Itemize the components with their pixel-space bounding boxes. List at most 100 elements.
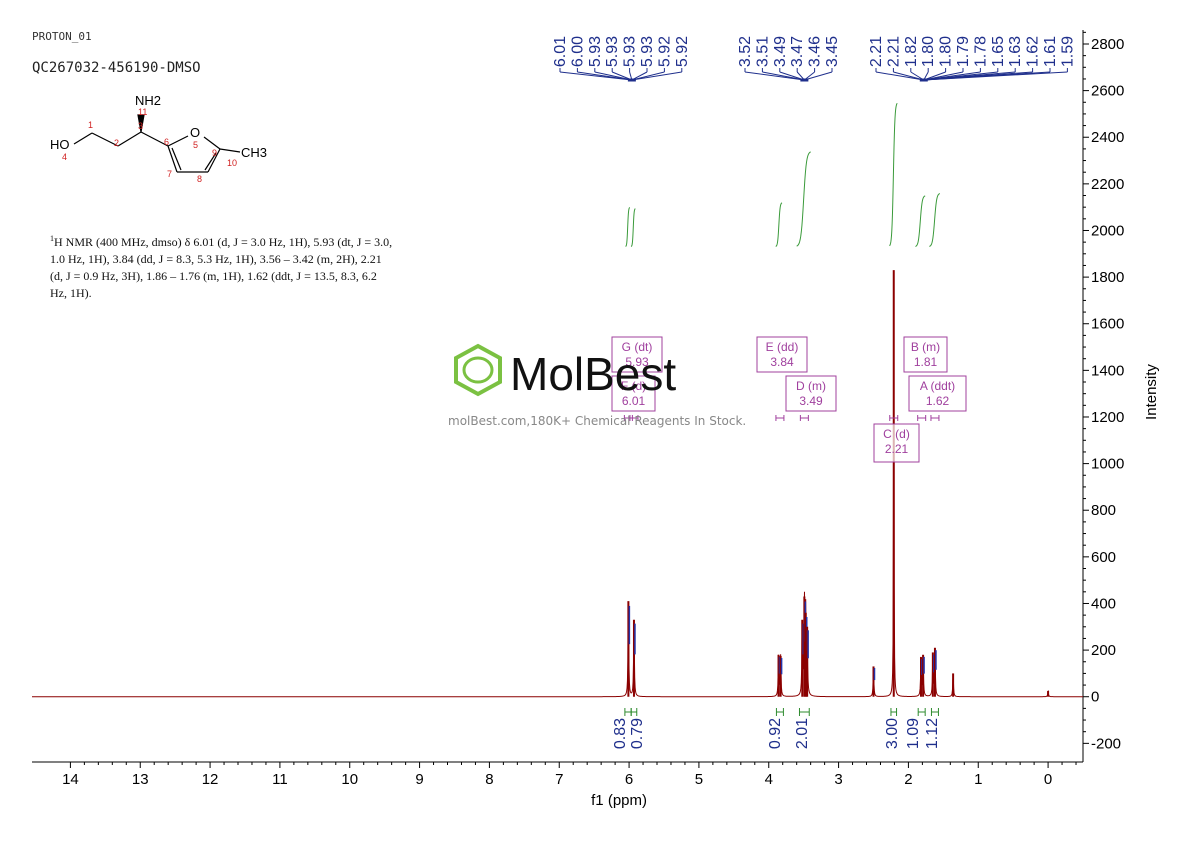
- y-tick-label: 2600: [1091, 83, 1124, 100]
- y-tick-label: 2400: [1091, 129, 1124, 146]
- peak-label: 5.93: [604, 36, 621, 67]
- peak-label-connector: [631, 71, 682, 81]
- multiplet-box: [908, 375, 967, 412]
- atom-number-6: 6: [164, 137, 169, 147]
- peak-label: 2.21: [885, 36, 902, 67]
- peak-label: 2.21: [868, 36, 885, 67]
- integral-value: 3.00: [884, 718, 901, 749]
- x-tick-label: 6: [625, 771, 633, 788]
- atom-number-4: 4: [62, 152, 67, 162]
- atom-number-9: 9: [212, 148, 217, 158]
- peak-label: 3.45: [824, 36, 841, 67]
- integral-curve: [889, 102, 898, 247]
- atom-number-3: 3: [138, 121, 143, 131]
- multiplet-shift: 1.62: [926, 394, 950, 408]
- sample-id: QC267032-456190-DMSO: [32, 60, 201, 76]
- x-tick-label: 3: [834, 771, 842, 788]
- peak-label: 1.78: [972, 36, 989, 67]
- peak-label: 5.92: [674, 36, 691, 67]
- multiplet-label: G (dt): [622, 340, 653, 354]
- multiplet-label: A (ddt): [920, 379, 955, 393]
- molecule-atom-labels: NH2 11 HO 4 1 2 3 O 5 6 7 8 9 CH3 10: [50, 93, 267, 184]
- peak-label: 3.52: [737, 36, 754, 67]
- multiplet-label: B (m): [911, 340, 940, 354]
- experiment-id: PROTON_01: [32, 30, 92, 43]
- x-tick-label: 11: [272, 771, 288, 788]
- y-tick-label: 1200: [1091, 409, 1124, 426]
- peak-label-connector: [804, 71, 833, 81]
- x-tick-label: 12: [202, 771, 219, 788]
- integral-curve: [915, 195, 926, 247]
- peak-label-connector: [779, 71, 805, 81]
- peak-label: 6.01: [552, 36, 569, 67]
- peak-label-connector: [893, 71, 924, 81]
- multiplet-box: [756, 336, 808, 373]
- integral-curve: [796, 151, 811, 247]
- spectrum-trace: [32, 295, 1083, 698]
- x-tick-label: 8: [485, 771, 493, 788]
- integral-value: 0.83: [612, 718, 629, 749]
- peak-label-connector: [577, 71, 632, 81]
- atom-number-10: 10: [227, 158, 237, 168]
- atom-ch3: CH3: [241, 145, 267, 160]
- integral-value: 2.01: [794, 718, 811, 749]
- integral-curve: [929, 193, 941, 247]
- nmr-nucleus-superscript: 1: [50, 234, 54, 243]
- peak-labels: 6.01 6.00 5.93 5.93 5.93 5.93 5.92 5.92 3.52 3.51…: [552, 36, 1076, 82]
- molecule-structure: [73, 114, 241, 173]
- axes: 14 13 12 11 10 9 8 7 6 5 4 3 2 1 0f1 (ppm)-20002004006…: [32, 30, 1160, 809]
- y-tick-label: 2200: [1091, 176, 1124, 193]
- peak-label: 1.61: [1042, 36, 1059, 67]
- multiplet-shift: 5.93: [625, 355, 649, 369]
- peak-label-connector: [875, 71, 924, 81]
- y-tick-label: 0: [1091, 689, 1099, 706]
- peak-label: 3.49: [772, 36, 789, 67]
- y-axis-label: Intensity: [1143, 364, 1160, 420]
- multiplet-shift: 2.21: [885, 442, 909, 456]
- peak-label: 1.80: [938, 36, 955, 67]
- y-tick-label: 200: [1091, 642, 1116, 659]
- peak-label: 1.65: [990, 36, 1007, 67]
- multiplet-box: [873, 423, 920, 463]
- y-tick-label: 800: [1091, 502, 1116, 519]
- peak-label: 6.00: [569, 36, 586, 67]
- integral-value: 0.79: [629, 718, 646, 749]
- x-tick-label: 9: [415, 771, 423, 788]
- multiplet-shift: 3.84: [770, 355, 794, 369]
- y-tick-label: 2800: [1091, 36, 1124, 53]
- peak-label-connector: [923, 71, 1068, 81]
- multiplet-label: C (d): [883, 427, 910, 441]
- multiplet-shift: 3.49: [799, 394, 823, 408]
- multiplet-shift: 6.01: [622, 394, 646, 408]
- integral-curve: [625, 207, 631, 247]
- integral-curves: [625, 102, 941, 247]
- integral-value: 1.12: [924, 718, 941, 749]
- multiplet-label: D (m): [796, 379, 826, 393]
- peak-label-connector: [762, 71, 805, 81]
- peak-label: 1.82: [903, 36, 920, 67]
- x-axis-label: f1 (ppm): [591, 792, 647, 809]
- multiplet-box: [785, 375, 837, 412]
- multiplet-label: F (d): [621, 379, 646, 393]
- peak-label: 3.51: [754, 36, 771, 67]
- multiplet-boxes: G (dt)5.93 F (d)6.01 E (dd)3.84D (m)3.49 C …: [611, 336, 967, 463]
- x-tick-label: 7: [555, 771, 563, 788]
- molbest-logo: MolBest: [454, 343, 676, 400]
- atom-nh2: NH2: [135, 93, 161, 108]
- integral-curve: [775, 202, 783, 247]
- x-tick-label: 14: [62, 771, 79, 788]
- x-tick-label: 2: [904, 771, 912, 788]
- atom-ho: HO: [50, 137, 70, 152]
- y-tick-label: 600: [1091, 549, 1116, 566]
- atom-o: O: [190, 125, 200, 140]
- peak-label: 1.62: [1025, 36, 1042, 67]
- x-tick-label: 13: [132, 771, 149, 788]
- multiplet-box: [611, 375, 656, 412]
- multiplet-box: [903, 336, 948, 373]
- peak-label-connector: [594, 71, 632, 81]
- peak-label: 3.47: [789, 36, 806, 67]
- x-tick-label: 10: [341, 771, 358, 788]
- peak-label-connector: [744, 71, 805, 81]
- y-tick-label: 1600: [1091, 316, 1124, 333]
